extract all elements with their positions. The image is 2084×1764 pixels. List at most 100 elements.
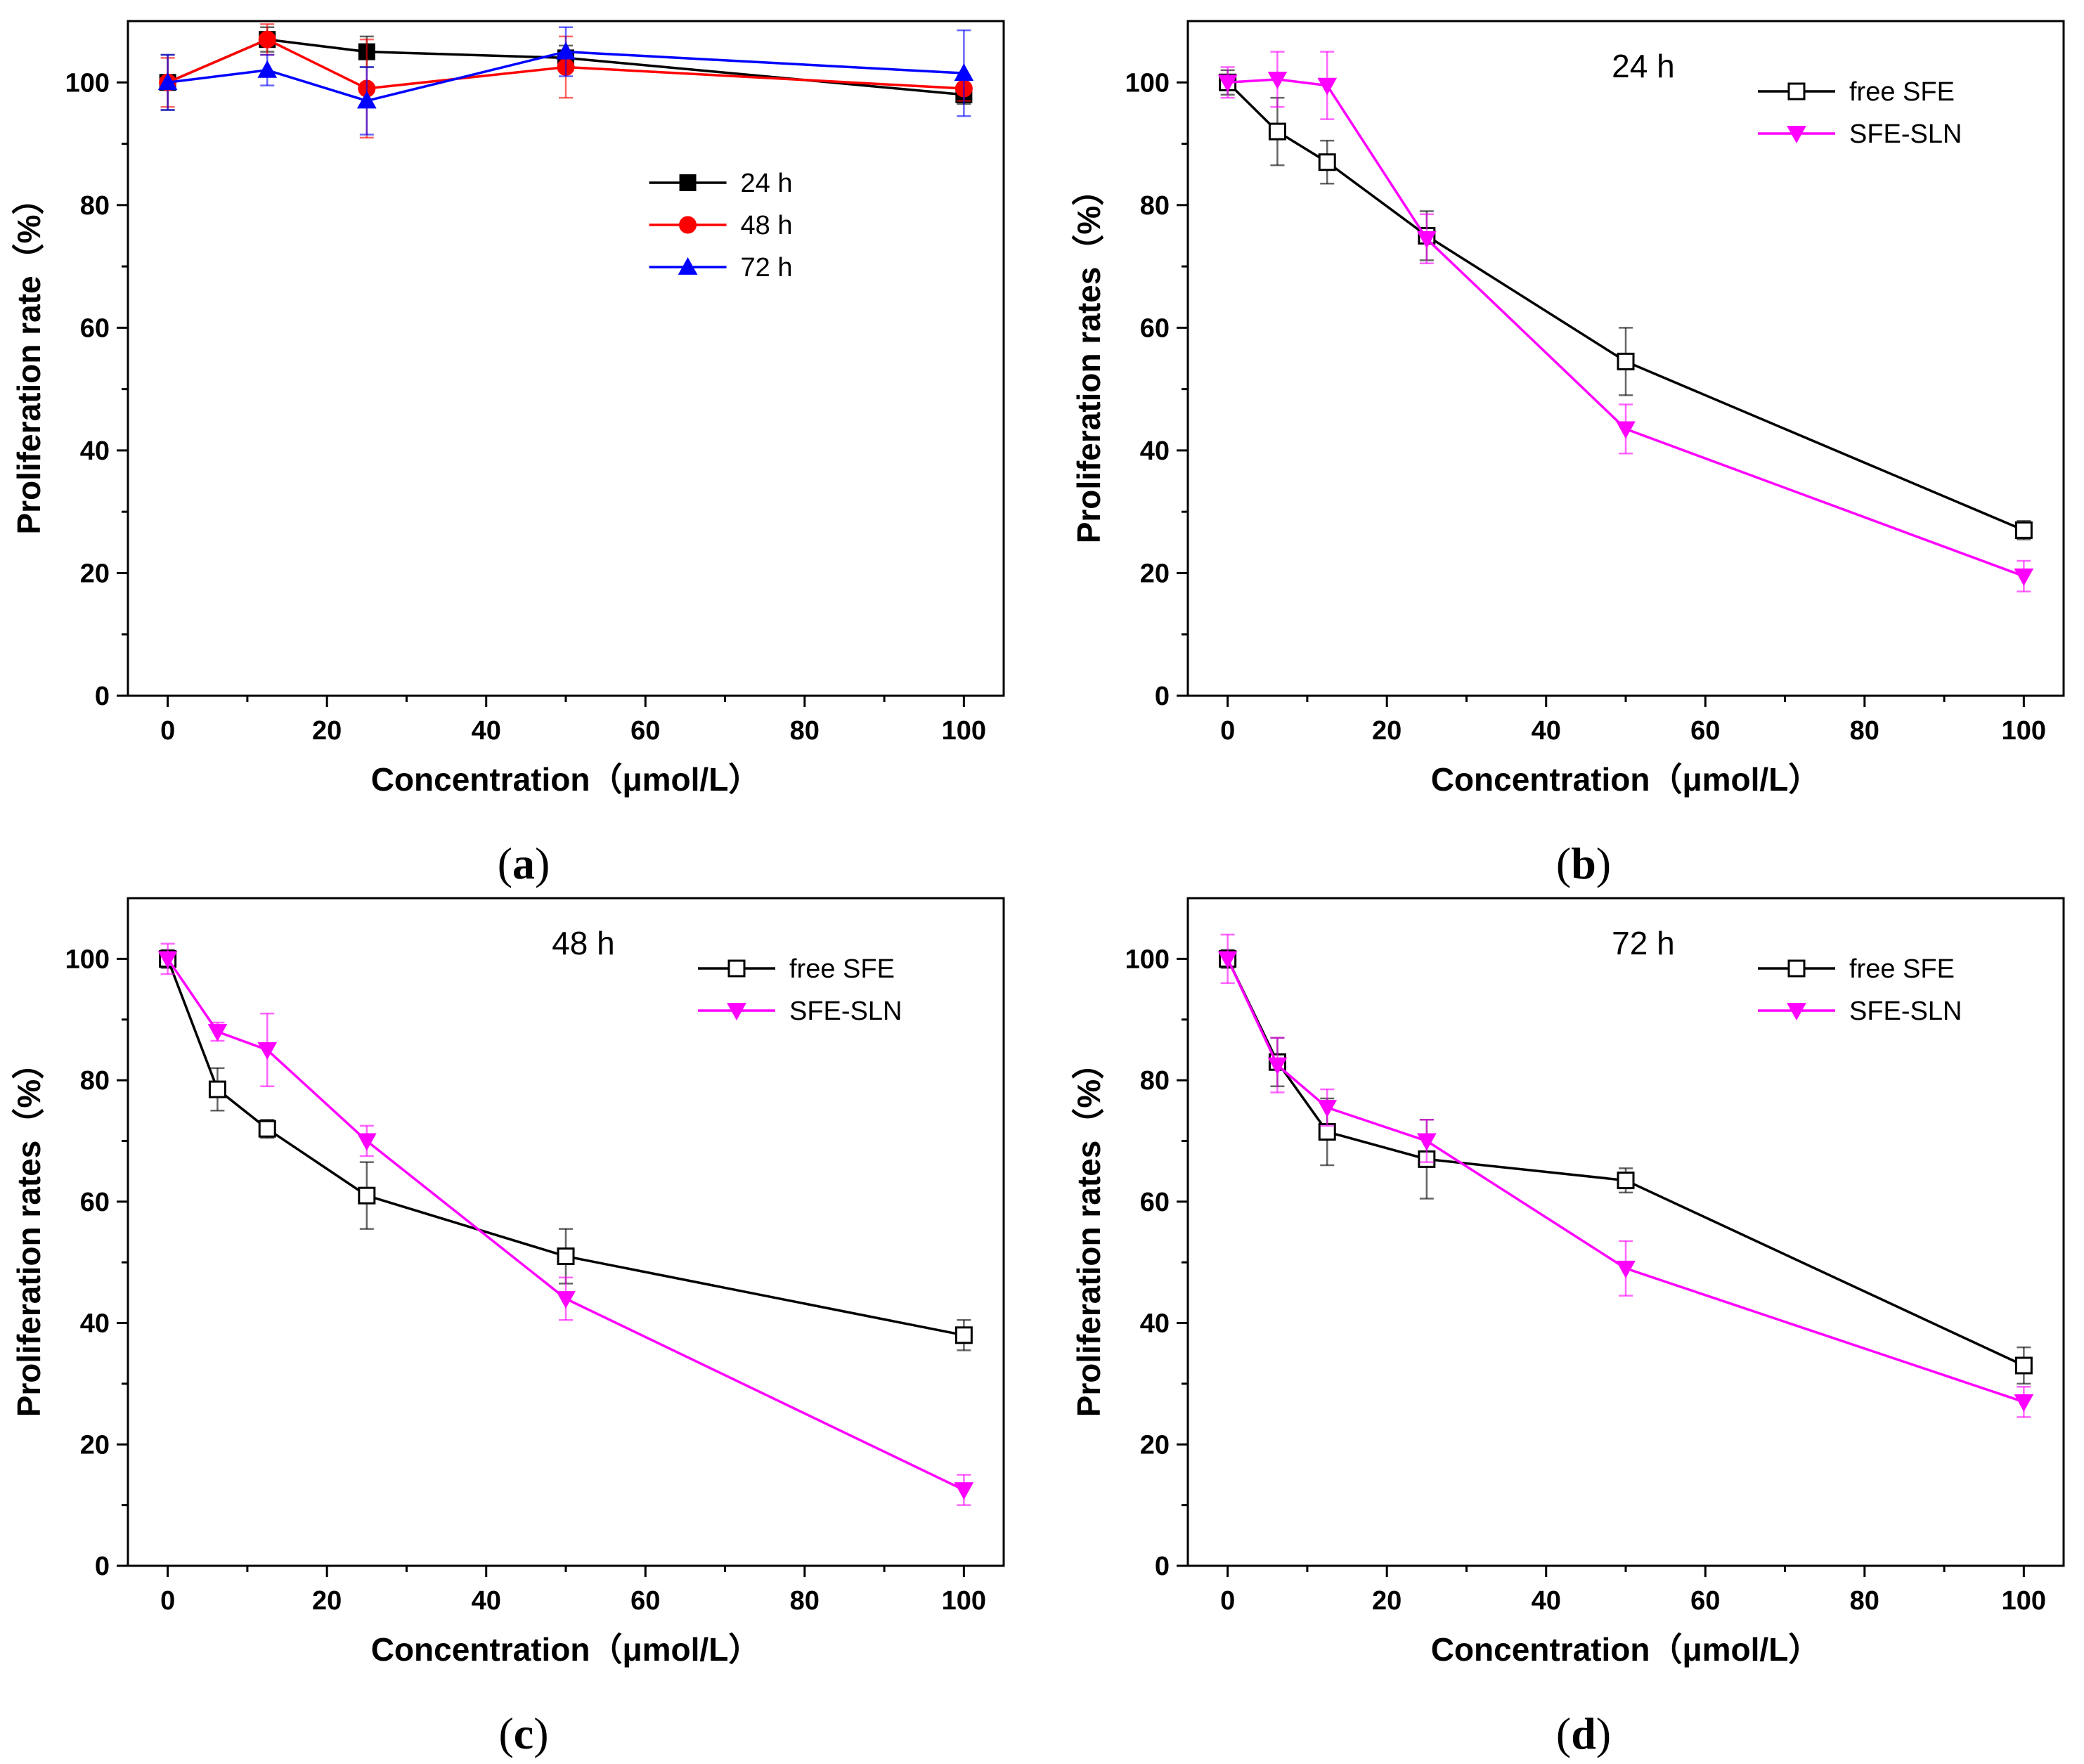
y-tick-label: 60: [80, 1188, 110, 1217]
data-point: [1317, 77, 1338, 96]
y-tick-label: 0: [95, 1552, 110, 1581]
data-point: [1617, 1172, 1635, 1190]
data-point: [1318, 153, 1336, 171]
y-tick-label: 20: [1140, 1430, 1170, 1460]
x-tick-label: 0: [160, 716, 175, 746]
caption-close: ): [535, 838, 550, 888]
x-tick-label: 80: [790, 716, 820, 746]
data-point: [157, 72, 178, 91]
legend: free SFE SFE-SLN: [698, 954, 902, 1026]
data-point: [1217, 74, 1238, 93]
y-tick-label: 100: [65, 945, 110, 974]
panel-c: 0 20 40 60 80 100 0 20 40 60 80 100 Concentration（μm…: [11, 897, 1005, 1758]
y-tick-label: 80: [1140, 1066, 1170, 1096]
x-axis-label: Concentration（μmol/L）: [371, 761, 761, 798]
caption-letter: a: [512, 838, 535, 888]
y-axis-label: Proliferation rates（%）: [1070, 174, 1107, 544]
x-tick-label: 80: [1850, 716, 1879, 746]
y-tick-label: 40: [1140, 1309, 1170, 1339]
legend-label: free SFE: [1849, 954, 1955, 984]
x-tick-label: 20: [312, 716, 342, 746]
data-point: [1267, 1057, 1288, 1075]
x-tick-label: 100: [2002, 716, 2046, 746]
y-tick-label: 80: [1140, 191, 1170, 221]
x-tick-label: 40: [472, 1586, 501, 1616]
data-point: [1416, 1133, 1437, 1151]
data-point: [257, 60, 278, 78]
data-point: [557, 1247, 575, 1266]
legend-marker: [1787, 82, 1806, 100]
legend-marker: [679, 216, 697, 234]
y-tick-label: 80: [80, 1066, 110, 1096]
y-tick-label: 100: [65, 68, 110, 98]
caption-close: ): [533, 1708, 548, 1758]
caption-letter: c: [514, 1708, 533, 1758]
legend-label: SFE-SLN: [789, 997, 902, 1026]
legend-marker: [1787, 126, 1806, 144]
x-tick-label: 20: [312, 1586, 342, 1616]
x-tick-label: 40: [1532, 1586, 1561, 1616]
y-axis-label: Proliferation rates（%）: [1070, 1047, 1107, 1418]
data-point: [954, 63, 974, 82]
y-tick-label: 20: [80, 1430, 110, 1460]
legend-label: free SFE: [789, 954, 895, 984]
legend-label: 24 h: [741, 169, 793, 198]
data-point: [2014, 521, 2033, 539]
caption-open: (: [1556, 1708, 1571, 1758]
legend-marker: [678, 257, 698, 275]
caption-letter: b: [1571, 838, 1596, 888]
panel-title: 72 h: [1612, 925, 1675, 961]
y-tick-label: 40: [1140, 436, 1170, 466]
data-point: [954, 1326, 973, 1344]
y-tick-label: 40: [80, 1309, 110, 1339]
series-sfe-sln: [157, 942, 974, 1506]
x-tick-label: 20: [1372, 1586, 1402, 1616]
y-tick-label: 0: [95, 682, 110, 711]
x-tick-label: 40: [1532, 716, 1561, 746]
series-free-sfe: [159, 949, 973, 1351]
panel-caption: (a): [498, 838, 550, 888]
x-tick-label: 60: [1690, 716, 1720, 746]
data-point: [1217, 951, 1238, 969]
data-point: [2014, 1356, 2033, 1375]
x-tick-label: 100: [942, 1586, 986, 1616]
x-tick-label: 60: [630, 716, 660, 746]
data-point: [1267, 72, 1288, 89]
x-axis-label: Concentration（μmol/L）: [1431, 1631, 1821, 1668]
data-point: [1616, 421, 1636, 439]
legend-label: 48 h: [741, 211, 793, 240]
panel-caption: (d): [1556, 1708, 1611, 1758]
x-tick-label: 100: [942, 716, 986, 746]
data-point: [356, 1133, 377, 1151]
data-point: [2014, 568, 2034, 586]
legend-label: 72 h: [741, 253, 793, 283]
data-point: [258, 30, 276, 48]
x-tick-label: 0: [160, 1586, 175, 1616]
caption-open: (: [1556, 838, 1571, 888]
x-tick-label: 100: [2002, 1586, 2046, 1616]
series-sfe-sln: [1217, 933, 2034, 1418]
data-point: [2014, 1394, 2034, 1412]
caption-close: ): [1596, 1708, 1611, 1758]
data-point: [1416, 231, 1437, 249]
panel-caption: (b): [1556, 838, 1611, 888]
x-tick-label: 20: [1372, 716, 1402, 746]
series-line: [1227, 78, 2024, 578]
y-axis-label: Proliferation rates（%）: [11, 1047, 47, 1418]
y-tick-label: 80: [80, 191, 110, 221]
data-point: [556, 1291, 576, 1309]
x-tick-label: 40: [472, 716, 501, 746]
data-point: [208, 1080, 226, 1098]
series-72-h: [157, 26, 974, 136]
y-tick-label: 100: [1125, 68, 1170, 98]
panel-caption: (c): [498, 1708, 548, 1758]
y-axis-label: Proliferation rate（%）: [11, 183, 47, 535]
data-point: [157, 951, 178, 969]
legend-label: free SFE: [1849, 77, 1955, 107]
legend-marker: [1787, 959, 1806, 978]
data-point: [556, 41, 576, 60]
panel-a: 0 20 40 60 80 100 0 20 40 60 80 100 Concentration（μm…: [11, 20, 1005, 888]
panel-b: 0 20 40 60 80 100 0 20 40 60 80 100 Concentration（μm…: [1070, 20, 2065, 888]
x-tick-label: 60: [630, 1586, 660, 1616]
